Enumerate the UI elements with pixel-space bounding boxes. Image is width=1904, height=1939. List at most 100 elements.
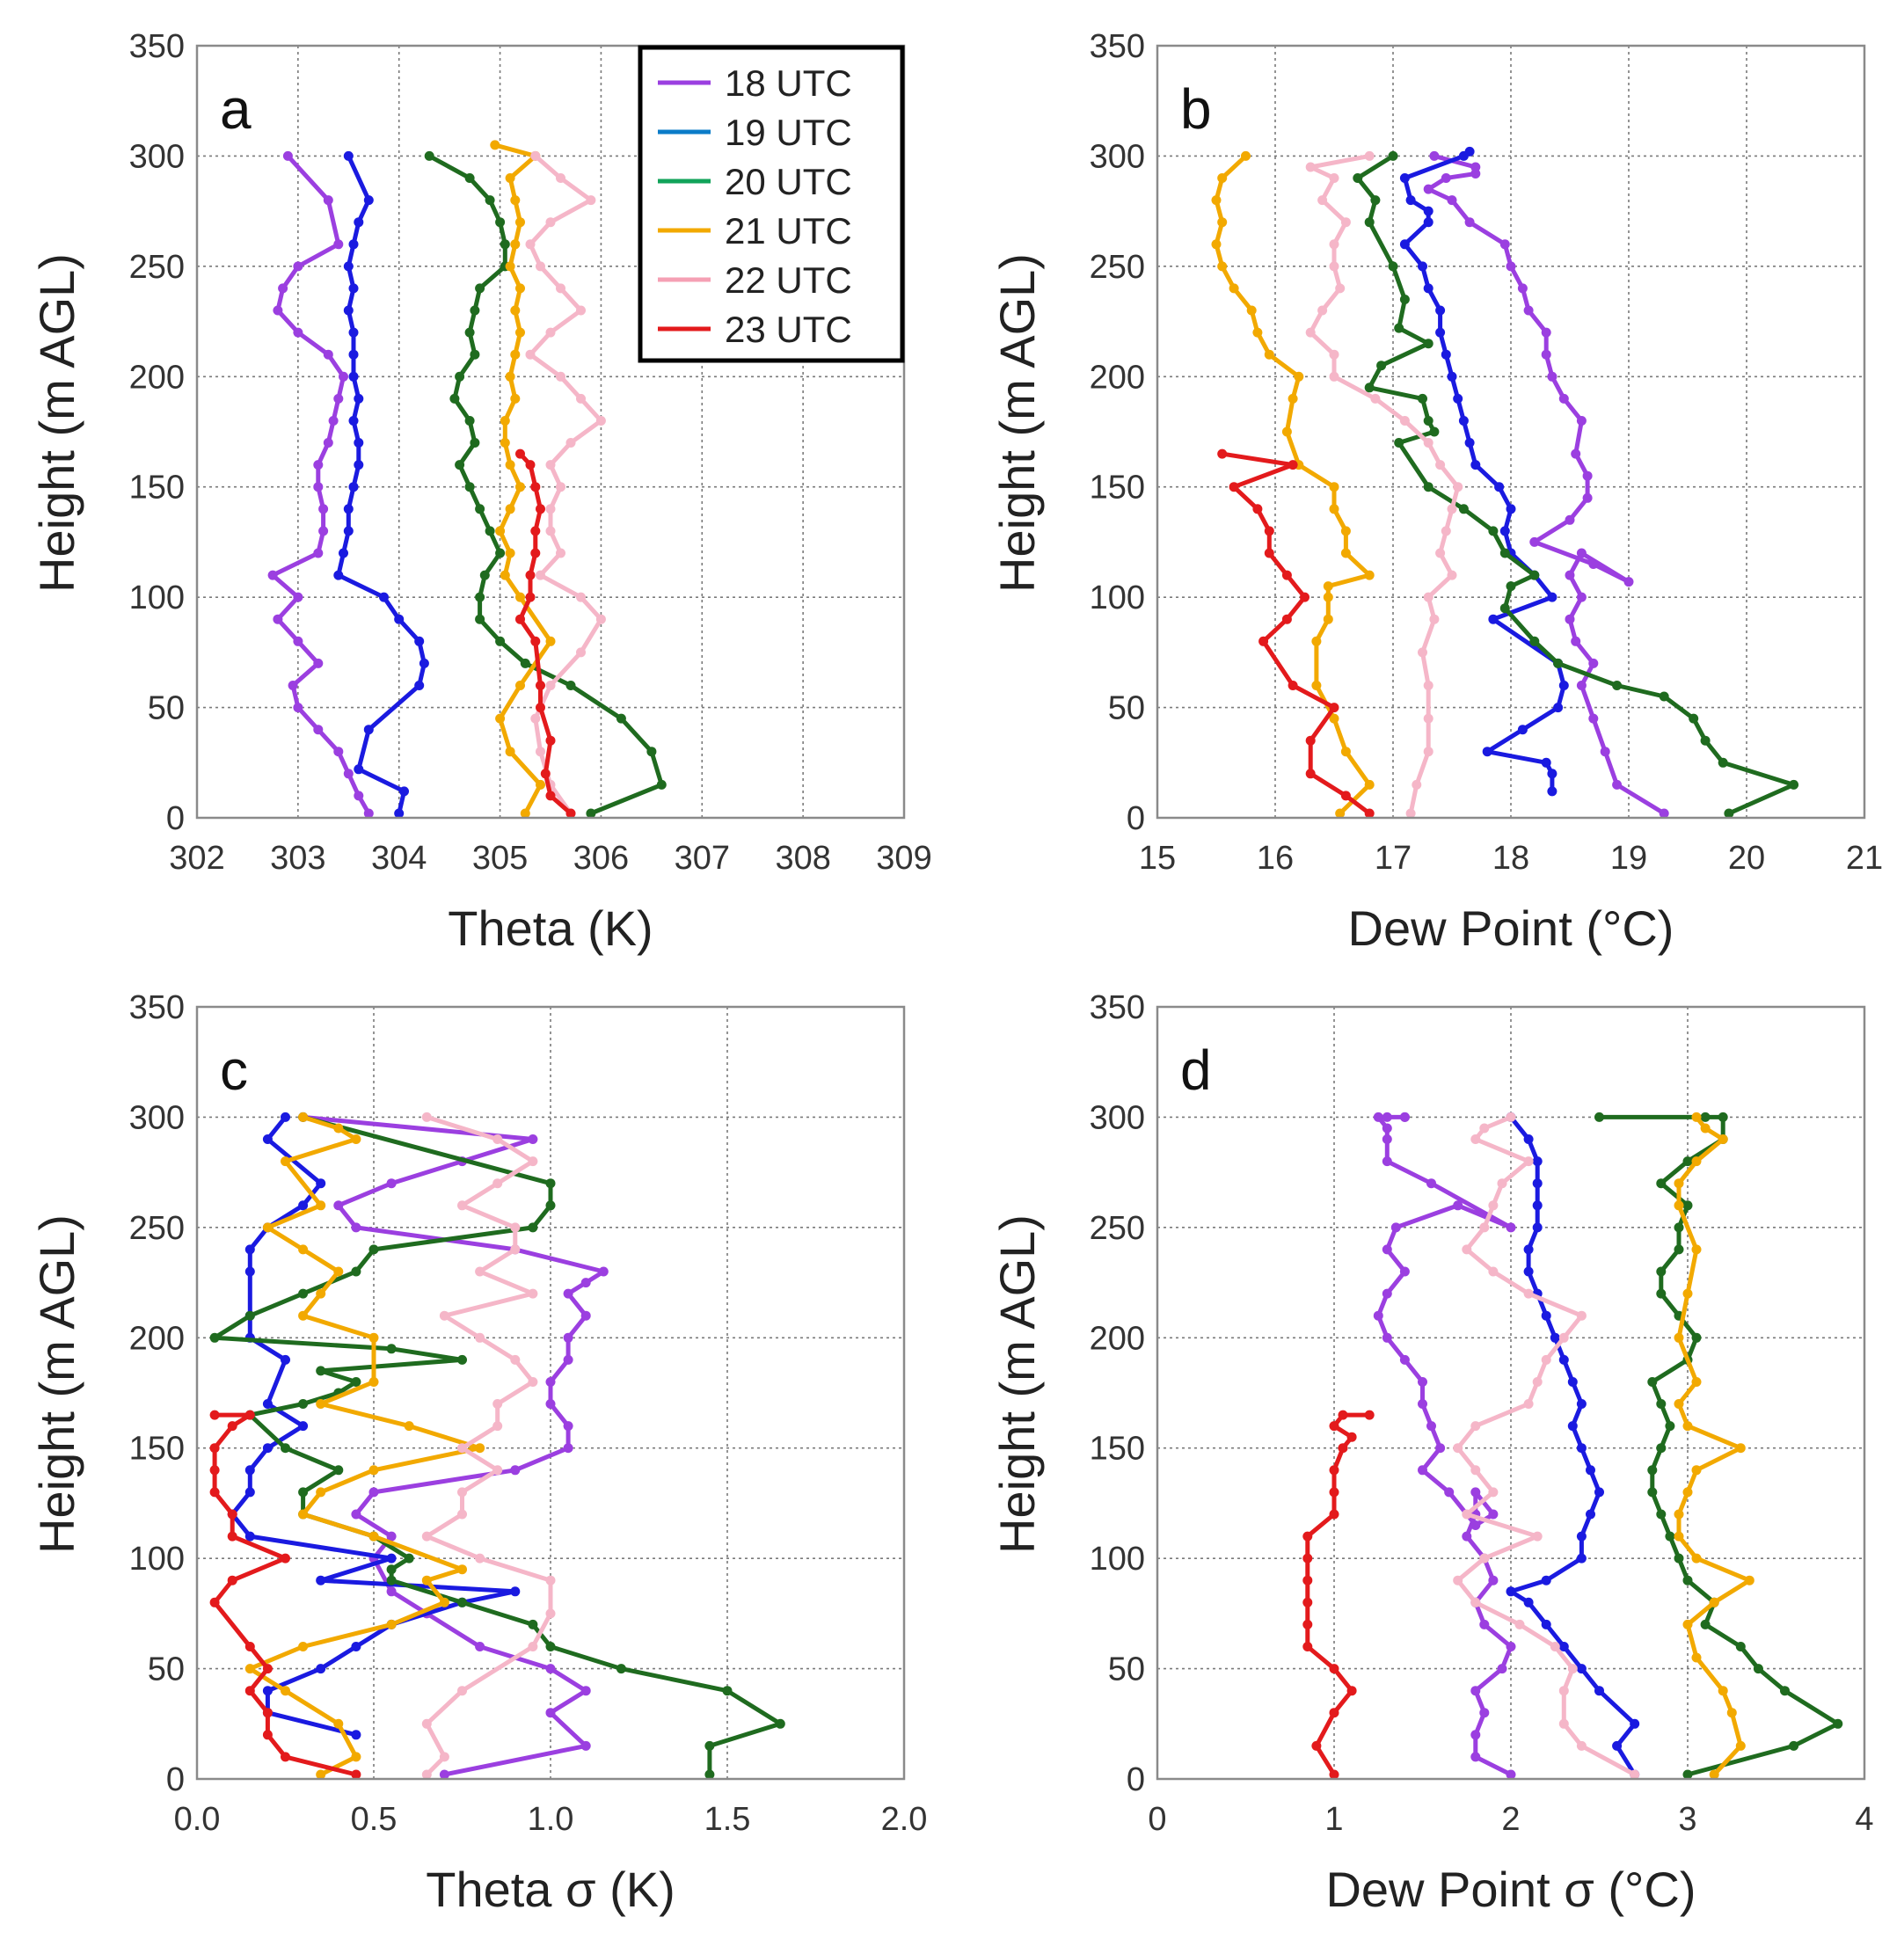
data-point-21-utc bbox=[1691, 1465, 1702, 1476]
y-axis-label: Height (m AGL) bbox=[29, 1214, 84, 1554]
y-tick-label: 300 bbox=[129, 138, 185, 175]
data-point-18-utc bbox=[354, 791, 364, 801]
data-point-21-utc bbox=[1264, 349, 1274, 360]
x-tick-label: 307 bbox=[675, 840, 730, 877]
data-point-22-utc bbox=[576, 592, 586, 602]
data-point-18-utc bbox=[323, 349, 333, 360]
data-point-22-utc bbox=[1462, 1509, 1472, 1520]
data-point-20-utc bbox=[351, 1377, 361, 1387]
data-point-19-utc bbox=[1594, 1487, 1604, 1498]
data-point-21-utc bbox=[1682, 1619, 1693, 1629]
data-point-22-utc bbox=[1370, 393, 1381, 404]
data-point-19-utc bbox=[348, 327, 359, 338]
data-point-21-utc bbox=[316, 1487, 326, 1498]
data-point-22-utc bbox=[536, 261, 545, 272]
data-point-21-utc bbox=[298, 1112, 309, 1122]
data-point-18-utc bbox=[1373, 1112, 1383, 1122]
data-point-19-utc bbox=[1594, 1686, 1604, 1696]
data-point-21-utc bbox=[1364, 779, 1375, 790]
data-point-20-utc bbox=[704, 1769, 715, 1779]
data-point-20-utc bbox=[244, 1310, 255, 1321]
data-point-21-utc bbox=[505, 261, 515, 272]
data-point-23-utc bbox=[1302, 1531, 1313, 1542]
data-point-21-utc bbox=[1674, 1509, 1684, 1520]
data-point-20-utc bbox=[1656, 1399, 1667, 1409]
data-point-20-utc bbox=[1682, 1200, 1693, 1211]
data-point-21-utc bbox=[1294, 371, 1304, 382]
data-point-19-utc bbox=[414, 681, 425, 690]
data-point-23-utc bbox=[515, 614, 525, 624]
data-point-22-utc bbox=[421, 1531, 432, 1542]
data-point-19-utc bbox=[1470, 460, 1481, 470]
panel-label: c bbox=[220, 1039, 248, 1102]
data-point-23-utc bbox=[1229, 482, 1239, 492]
data-point-21-utc bbox=[1700, 1123, 1711, 1134]
data-point-20-utc bbox=[722, 1686, 733, 1696]
data-point-18-utc bbox=[1576, 416, 1587, 426]
data-point-21-utc bbox=[510, 239, 521, 250]
data-point-22-utc bbox=[457, 1443, 467, 1454]
data-point-20-utc bbox=[1656, 1509, 1667, 1520]
data-point-18-utc bbox=[1517, 283, 1528, 294]
y-tick-label: 150 bbox=[129, 1431, 185, 1468]
data-point-19-utc bbox=[1612, 1740, 1623, 1751]
data-point-21-utc bbox=[1674, 1332, 1684, 1343]
series-group bbox=[1302, 1112, 1843, 1779]
y-tick-label: 200 bbox=[129, 359, 185, 396]
data-point-18-utc bbox=[323, 195, 333, 206]
data-point-19-utc bbox=[1494, 482, 1505, 492]
data-point-19-utc bbox=[281, 1112, 290, 1122]
series-line-19-utc bbox=[336, 153, 427, 816]
data-point-22-utc bbox=[556, 548, 565, 558]
data-point-20-utc bbox=[616, 1664, 626, 1674]
data-point-19-utc bbox=[354, 438, 364, 448]
data-point-18-utc bbox=[1565, 570, 1575, 580]
data-point-22-utc bbox=[1567, 1664, 1578, 1674]
data-point-18-utc bbox=[318, 504, 329, 514]
data-point-20-utc bbox=[1388, 150, 1398, 161]
series-line-18-utc bbox=[1375, 1114, 1514, 1777]
data-point-19-utc bbox=[1532, 1222, 1543, 1233]
data-point-22-utc bbox=[1317, 305, 1328, 316]
y-tick-label: 350 bbox=[1090, 989, 1145, 1026]
panel-c: 0.0 0.5 1.0 1.5 2.0 0 50 100 150 200 250 300 350 Thet… bbox=[29, 989, 927, 1917]
data-point-20-utc bbox=[475, 283, 485, 294]
data-point-19-utc bbox=[1558, 1642, 1569, 1651]
data-point-23-utc bbox=[1302, 1553, 1313, 1564]
data-point-19-utc bbox=[510, 1586, 521, 1597]
series-group bbox=[209, 1112, 785, 1779]
data-point-18-utc bbox=[475, 1642, 485, 1651]
data-point-20-utc bbox=[1423, 416, 1433, 426]
data-point-23-utc bbox=[1338, 1410, 1348, 1420]
data-point-23-utc bbox=[530, 548, 541, 558]
data-point-18-utc bbox=[386, 1178, 397, 1189]
data-point-19-utc bbox=[351, 1642, 361, 1651]
data-point-23-utc bbox=[1329, 1509, 1339, 1520]
data-point-23-utc bbox=[1252, 504, 1263, 514]
data-point-21-utc bbox=[1217, 261, 1228, 272]
data-point-20-utc bbox=[1735, 1642, 1746, 1651]
data-point-21-utc bbox=[1211, 195, 1222, 206]
data-point-20-utc bbox=[464, 416, 475, 426]
data-point-18-utc bbox=[1488, 1509, 1499, 1520]
data-point-22-utc bbox=[510, 1222, 521, 1233]
data-point-20-utc bbox=[1612, 681, 1623, 690]
data-point-20-utc bbox=[1665, 1531, 1675, 1542]
data-point-20-utc bbox=[475, 504, 485, 514]
data-point-20-utc bbox=[351, 1266, 361, 1277]
data-point-23-utc bbox=[209, 1487, 220, 1498]
data-point-22-utc bbox=[1576, 1310, 1587, 1321]
data-point-21-utc bbox=[1735, 1740, 1746, 1751]
data-point-19-utc bbox=[348, 239, 359, 250]
data-point-23-utc bbox=[515, 448, 525, 459]
data-point-21-utc bbox=[1217, 173, 1228, 183]
data-point-22-utc bbox=[1532, 1531, 1543, 1542]
data-point-20-utc bbox=[1394, 438, 1404, 448]
data-point-23-utc bbox=[209, 1597, 220, 1607]
data-point-22-utc bbox=[528, 1288, 538, 1299]
data-point-20-utc bbox=[1665, 1421, 1675, 1432]
data-point-21-utc bbox=[1674, 1200, 1684, 1211]
data-point-18-utc bbox=[1470, 1752, 1481, 1762]
data-point-20-utc bbox=[1674, 1553, 1684, 1564]
data-point-22-utc bbox=[457, 1487, 467, 1498]
